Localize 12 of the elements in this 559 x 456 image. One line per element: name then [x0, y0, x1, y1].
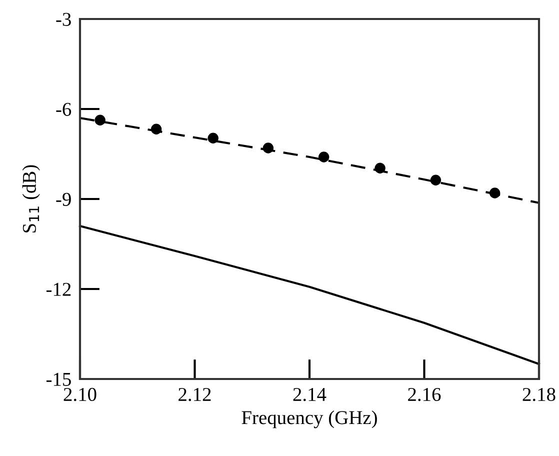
y-tick-label: -3 — [56, 12, 71, 26]
x-tick-label: 2.16 — [408, 388, 441, 402]
x-tick-label: 2.12 — [178, 388, 211, 402]
y-axis-title: S$_{11}$ (dB) — [22, 165, 40, 232]
y-tick-label: -12 — [46, 282, 71, 296]
x-tick-label: 2.10 — [64, 388, 96, 402]
x-axis-title: Frequency (GHz) — [242, 410, 377, 428]
x-tick-label: 2.18 — [522, 388, 556, 402]
y-tick-label: -6 — [56, 102, 72, 116]
y-tick-label: -15 — [46, 372, 71, 386]
y-tick-label: -9 — [56, 192, 71, 206]
x-tick-label: 2.14 — [293, 388, 326, 402]
